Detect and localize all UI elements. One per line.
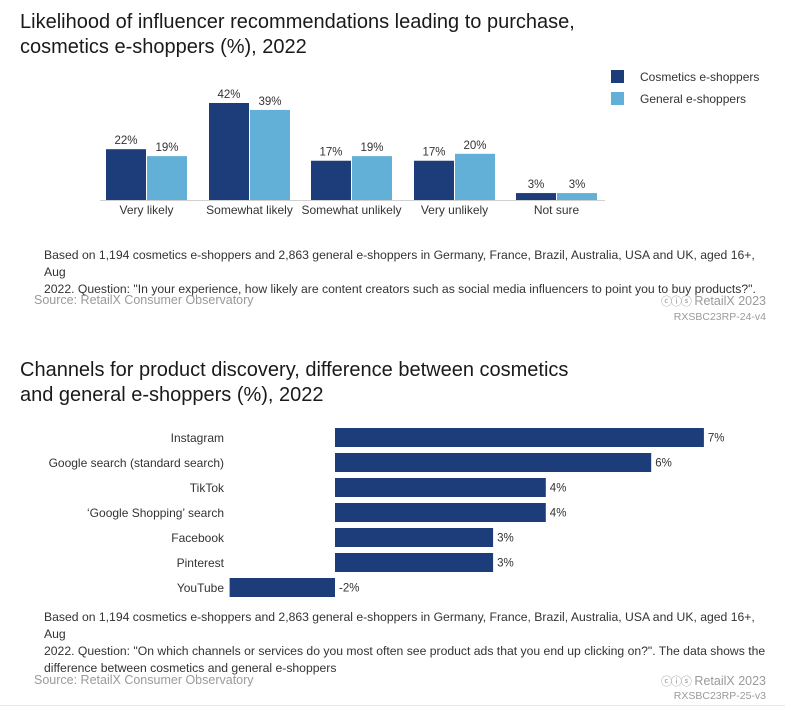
chart1-data-label: 20% [463, 140, 486, 152]
chart1-data-label: 39% [258, 96, 281, 108]
bottom-divider [0, 705, 785, 706]
chart1-legend-swatch [611, 92, 624, 105]
chart1-data-label: 19% [360, 142, 383, 154]
chart2-category-label: TikTok [190, 481, 225, 495]
chart2-category-label: ‘Google Shopping’ search [87, 506, 224, 520]
chart2-note: Based on 1,194 cosmetics e-shoppers and … [44, 609, 774, 677]
chart1-bar [106, 149, 146, 200]
chart1-category-label: Not sure [534, 203, 580, 217]
chart1-data-label: 19% [155, 142, 178, 154]
chart2-data-label: 3% [497, 533, 514, 545]
chart1-title-line2: cosmetics e-shoppers (%), 2022 [20, 36, 307, 58]
chart2-category-label: Facebook [171, 531, 225, 545]
chart1-category-label: Somewhat unlikely [301, 203, 401, 217]
chart1-category-label: Very unlikely [421, 203, 488, 217]
chart1-credit-id: RXSBC23RP-24-v4 [673, 311, 766, 323]
chart2-title-line1: Channels for product discovery, differen… [20, 359, 569, 381]
chart2-bar [335, 453, 652, 472]
chart2-bar [335, 503, 546, 522]
chart2-note-line3: difference between cosmetics and general… [44, 661, 337, 675]
chart2-bar [335, 428, 704, 447]
chart1-legend-label: General e-shoppers [640, 92, 746, 106]
chart1-data-label: 42% [217, 89, 240, 101]
chart2-data-label: 3% [497, 558, 514, 570]
chart1-note-line2: 2022. Question: "In your experience, how… [44, 282, 756, 296]
chart1-bar [516, 193, 556, 200]
chart1-title: Likelihood of influencer recommendations… [20, 10, 575, 60]
chart1-legend-swatch [611, 70, 624, 83]
chart2-credit: ⓒⓘⓢ RetailX 2023 [661, 673, 766, 689]
chart2-bar-chart: 7% Instagram 6% Google search (standard sea… [49, 428, 725, 597]
chart1-bar [352, 156, 392, 200]
chart2-data-label: 4% [550, 508, 567, 520]
chart1-bar [250, 109, 290, 200]
chart2-data-label: -2% [339, 583, 359, 595]
chart1-note: Based on 1,194 cosmetics e-shoppers and … [44, 247, 774, 298]
chart2-note-line1: Based on 1,194 cosmetics e-shoppers and … [44, 610, 755, 641]
chart2-bar [335, 528, 494, 547]
chart1-data-label: 17% [319, 147, 342, 159]
chart2-bar [335, 553, 494, 572]
chart1-bar [311, 160, 351, 200]
chart1-bar-chart: 22% 19% Very likely 42% 39% Somewhat likely 17… [100, 70, 759, 217]
chart1-bar [209, 103, 249, 200]
chart2-bar [229, 578, 335, 597]
chart1-bar [455, 153, 495, 200]
chart2-category-label: Pinterest [177, 556, 225, 570]
chart1-data-label: 3% [569, 179, 586, 191]
chart1-data-label: 22% [114, 135, 137, 147]
chart1-data-label: 17% [422, 147, 445, 159]
chart1-title-line1: Likelihood of influencer recommendations… [20, 11, 575, 33]
chart2-category-label: Google search (standard search) [49, 456, 224, 470]
chart1-bar [414, 160, 454, 200]
chart2-title-line2: and general e-shoppers (%), 2022 [20, 384, 324, 406]
creative-commons-icon: ⓒⓘⓢ [660, 296, 692, 308]
chart2-data-label: 6% [655, 458, 672, 470]
chart2-note-line2: 2022. Question: "On which channels or se… [44, 644, 766, 658]
chart2-title: Channels for product discovery, differen… [20, 358, 568, 408]
chart1-legend-label: Cosmetics e-shoppers [640, 70, 759, 84]
chart1-bar [557, 193, 597, 200]
chart1-source: Source: RetailX Consumer Observatory [34, 293, 254, 307]
chart1-category-label: Very likely [119, 203, 173, 217]
chart2-data-label: 7% [708, 433, 725, 445]
chart1-credit-text: RetailX 2023 [694, 294, 766, 308]
chart2-category-label: YouTube [177, 581, 224, 595]
chart2-credit-text: RetailX 2023 [694, 674, 766, 688]
chart2-data-label: 4% [550, 483, 567, 495]
chart2-source: Source: RetailX Consumer Observatory [34, 673, 254, 687]
chart2-category-label: Instagram [171, 431, 224, 445]
chart1-credit: ⓒⓘⓢ RetailX 2023 [661, 293, 766, 309]
chart1-category-label: Somewhat likely [206, 203, 293, 217]
chart1-data-label: 3% [528, 179, 545, 191]
chart1-note-line1: Based on 1,194 cosmetics e-shoppers and … [44, 248, 755, 279]
chart1-bar [147, 156, 187, 200]
chart2-credit-id: RXSBC23RP-25-v3 [673, 690, 766, 702]
creative-commons-icon: ⓒⓘⓢ [660, 676, 692, 688]
chart2-bar [335, 478, 546, 497]
